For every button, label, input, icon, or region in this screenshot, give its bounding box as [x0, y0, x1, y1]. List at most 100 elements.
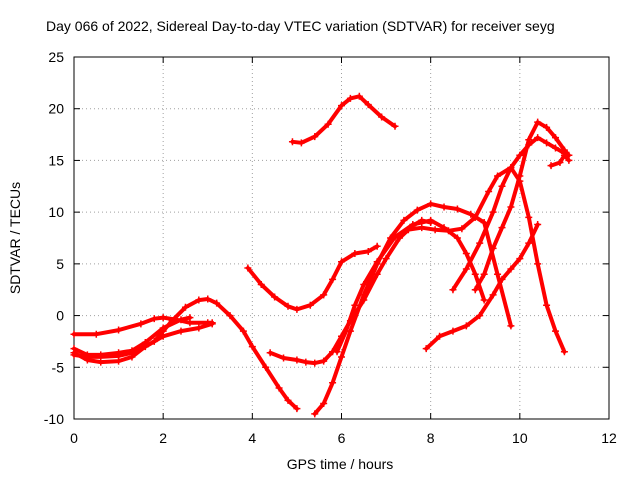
data-point [262, 363, 270, 371]
data-point [297, 139, 305, 147]
data-point [391, 233, 399, 241]
data-point [547, 162, 555, 170]
data-point [195, 324, 203, 332]
data-point [275, 384, 283, 392]
data-point [306, 301, 314, 309]
data-point [181, 303, 189, 311]
data-point [92, 330, 100, 338]
data-point [422, 345, 430, 353]
series-trace [473, 120, 571, 292]
data-point [150, 315, 158, 323]
data-point [507, 203, 515, 211]
x-tick-label: 4 [248, 430, 256, 446]
x-tick-label: 12 [601, 430, 617, 446]
data-point [271, 293, 279, 301]
data-point [244, 264, 252, 272]
series-arc-2 [70, 314, 216, 338]
x-tick-label: 10 [512, 430, 528, 446]
y-tick-label: 0 [56, 308, 64, 324]
data-point [177, 316, 185, 324]
data-point [449, 286, 457, 294]
data-point [204, 295, 212, 303]
data-point [141, 343, 149, 351]
data-point [534, 118, 542, 126]
axis-ticks: 0 2 4 6 8 10 12 -10 -5 0 5 10 15 20 25 [44, 49, 617, 446]
data-point [556, 158, 564, 166]
data-point [311, 133, 319, 141]
series-arc-13 [471, 118, 573, 294]
data-point [462, 265, 470, 273]
data-point [378, 113, 386, 121]
data-point [293, 356, 301, 364]
data-point [453, 205, 461, 213]
data-point [186, 314, 194, 322]
data-point [516, 172, 524, 180]
series-trace [290, 94, 397, 145]
data-point [467, 210, 475, 218]
data-point [543, 301, 551, 309]
data-point [342, 327, 350, 335]
series-trace [72, 321, 215, 365]
data-point [485, 187, 493, 195]
data-point [431, 226, 439, 234]
data-point [489, 208, 497, 216]
data-point [320, 399, 328, 407]
data-point [302, 358, 310, 366]
series-trace [451, 165, 567, 354]
data-point [97, 351, 105, 359]
data-point [329, 275, 337, 283]
data-point [543, 123, 551, 131]
data-point [177, 327, 185, 335]
data-point [280, 354, 288, 362]
data-point [404, 226, 412, 234]
data-point [507, 164, 515, 172]
series-arc-3 [70, 314, 194, 359]
x-tick-label: 8 [427, 430, 435, 446]
data-point [489, 291, 497, 299]
data-point [471, 270, 479, 278]
data-point [159, 314, 167, 322]
data-point [552, 327, 559, 335]
data-point [320, 357, 328, 365]
data-point [494, 270, 502, 278]
data-point [351, 250, 359, 258]
series-arc-7 [288, 92, 399, 147]
data-point [293, 305, 301, 313]
data-point [565, 156, 573, 164]
data-point [409, 221, 417, 229]
data-point [311, 359, 319, 367]
data-point [324, 120, 332, 128]
x-axis-label: GPS time / hours [287, 456, 394, 472]
series-arc-5 [244, 242, 381, 313]
data-point [364, 247, 372, 255]
data-point [70, 330, 78, 338]
data-point [453, 234, 461, 242]
data-point [413, 206, 421, 214]
data-point [507, 322, 515, 330]
data-point [440, 203, 448, 211]
data-point [338, 353, 345, 361]
data-point [83, 356, 91, 364]
data-point [70, 349, 78, 357]
data-point [498, 275, 506, 283]
data-point [346, 94, 354, 102]
series-arc-11 [449, 164, 568, 356]
data-point [560, 151, 568, 159]
data-point [543, 139, 551, 147]
data-point [498, 224, 506, 232]
series-trace [335, 218, 487, 354]
data-point [195, 296, 203, 304]
data-point [498, 182, 506, 190]
data-point [449, 327, 457, 335]
data-point [115, 357, 123, 365]
data-point [128, 347, 136, 355]
y-tick-label: 10 [48, 204, 64, 220]
data-point [373, 242, 381, 250]
data-point [333, 348, 341, 356]
series-arc-4 [70, 320, 216, 366]
data-point [418, 224, 426, 232]
data-point [137, 320, 145, 328]
grid-lines [74, 57, 609, 419]
data-point [320, 291, 328, 299]
